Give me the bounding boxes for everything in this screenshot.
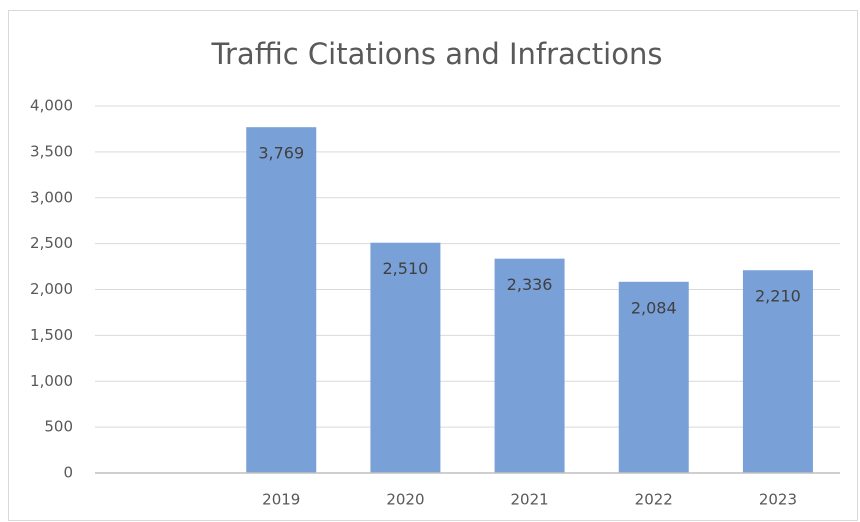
data-label: 2,336 <box>507 275 553 294</box>
x-tick-label: 2021 <box>510 491 548 509</box>
y-tick-label: 500 <box>44 418 73 436</box>
bar <box>246 127 317 474</box>
bar <box>370 242 441 473</box>
chart-title: Traffic Citations and Infractions <box>211 37 663 71</box>
data-label: 2,210 <box>755 287 801 306</box>
bar <box>742 270 813 473</box>
y-tick-label: 2,000 <box>30 280 73 298</box>
x-tick-label: 2019 <box>262 491 300 509</box>
x-tick-label: 2022 <box>635 491 673 509</box>
x-tick-label: 2020 <box>386 491 424 509</box>
y-tick-label: 4,000 <box>30 97 73 115</box>
y-tick-label: 2,500 <box>30 234 73 252</box>
bar <box>494 258 565 473</box>
y-tick-label: 3,000 <box>30 188 73 206</box>
data-label: 3,769 <box>258 144 304 163</box>
y-tick-label: 1,500 <box>30 326 73 344</box>
y-tick-label: 0 <box>63 464 73 482</box>
y-tick-label: 3,500 <box>30 142 73 160</box>
bar <box>618 281 689 473</box>
data-label: 2,084 <box>631 298 677 317</box>
data-label: 2,510 <box>383 259 429 278</box>
x-tick-label: 2023 <box>759 491 797 509</box>
y-tick-label: 1,000 <box>30 372 73 390</box>
